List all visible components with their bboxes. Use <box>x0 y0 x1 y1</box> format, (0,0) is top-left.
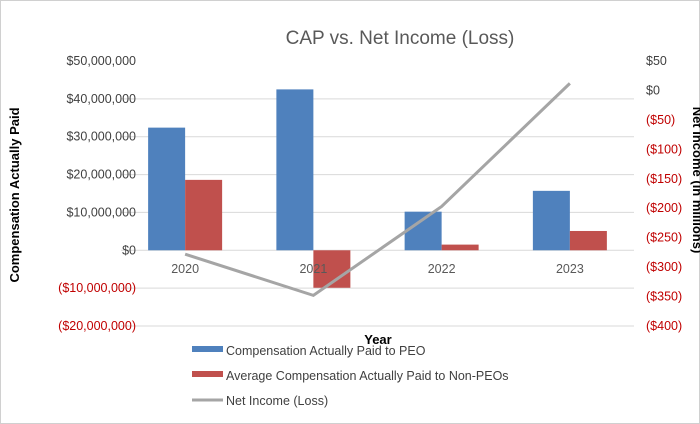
y2-tick-label: ($250) <box>646 231 682 245</box>
chart-title: CAP vs. Net Income (Loss) <box>286 28 515 49</box>
y2-tick-label: ($100) <box>646 142 682 156</box>
y2-tick-label: ($300) <box>646 260 682 274</box>
legend-label: Compensation Actually Paid to PEO <box>226 344 426 358</box>
y2-tick-label: ($350) <box>646 290 682 304</box>
y-tick-label: $30,000,000 <box>66 130 136 144</box>
bar-peo-2020 <box>148 127 186 251</box>
bar-non-peo-2020 <box>185 179 223 251</box>
x-tick-label: 2020 <box>171 262 199 276</box>
y-tick-label: $50,000,000 <box>66 54 136 68</box>
y2-tick-label: $50 <box>646 54 667 68</box>
y-tick-label: $0 <box>122 243 136 257</box>
x-axis-title: Year <box>364 332 391 347</box>
y-axis-title: Compensation Actually Paid <box>7 107 22 282</box>
y2-tick-label: $0 <box>646 83 660 97</box>
y-tick-label: ($20,000,000) <box>58 319 136 333</box>
legend-swatch-1 <box>192 371 223 377</box>
y-tick-label: $40,000,000 <box>66 92 136 106</box>
bar-non-peo-2023 <box>569 230 607 251</box>
y-tick-label: $10,000,000 <box>66 205 136 219</box>
y2-tick-label: ($200) <box>646 201 682 215</box>
y2-tick-label: ($150) <box>646 172 682 186</box>
bar-non-peo-2022 <box>441 244 479 251</box>
y-tick-label: $20,000,000 <box>66 168 136 182</box>
bar-peo-2021 <box>276 89 314 251</box>
x-tick-label: 2023 <box>556 262 584 276</box>
bar-peo-2023 <box>532 190 570 251</box>
legend-label: Average Compensation Actually Paid to No… <box>226 369 509 383</box>
legend-label: Net Income (Loss) <box>226 394 328 408</box>
y-tick-label: ($10,000,000) <box>58 281 136 295</box>
y2-axis-title: Net Income (in millions) <box>690 107 700 254</box>
y2-tick-label: ($50) <box>646 113 675 127</box>
net-income-line <box>184 82 571 298</box>
x-tick-label: 2021 <box>299 262 327 276</box>
x-tick-label: 2022 <box>428 262 456 276</box>
y2-tick-label: ($400) <box>646 319 682 333</box>
legend-swatch-0 <box>192 346 223 352</box>
